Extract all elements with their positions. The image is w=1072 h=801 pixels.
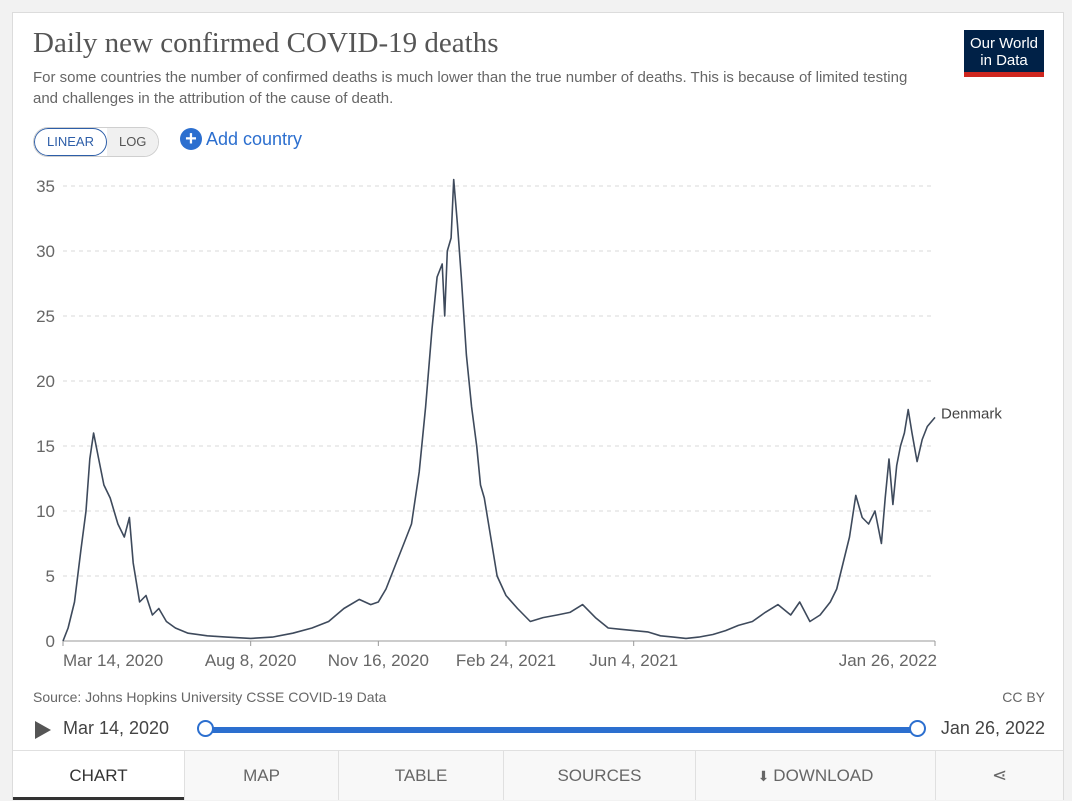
timeline: Mar 14, 2020 Jan 26, 2022 (33, 715, 1045, 745)
timeline-start-label: Mar 14, 2020 (63, 718, 170, 738)
tab-table[interactable]: TABLE (338, 751, 503, 800)
series-line (62, 178, 936, 642)
share-button[interactable]: ⋖ (935, 751, 1063, 800)
log-scale-button[interactable]: LOG (106, 128, 159, 156)
source-note[interactable]: Source: Johns Hopkins University CSSE CO… (33, 689, 387, 705)
series-label: Denmark (941, 405, 1002, 422)
tab-chart[interactable]: CHART (13, 751, 184, 800)
logo-bar (964, 72, 1044, 77)
x-tick-label: Feb 24, 2021 (456, 651, 556, 670)
download-label: DOWNLOAD (773, 766, 874, 785)
y-tick-label: 30 (36, 242, 55, 261)
play-icon[interactable] (35, 721, 51, 739)
line-chart: 0 5 10 15 20 25 30 35 Mar 14, 2020 Aug 8, 2020 Nov… (36, 177, 1002, 670)
x-tick-label: Aug 8, 2020 (205, 651, 297, 670)
add-country-label: Add country (206, 128, 303, 149)
timeline-track[interactable] (205, 727, 917, 733)
download-icon: ⬇ (757, 768, 770, 784)
y-tick-label: 5 (46, 567, 55, 586)
license-link[interactable]: CC BY (1002, 689, 1045, 705)
add-country-button[interactable]: + Add country (180, 128, 302, 150)
logo-line-2: in Data (980, 52, 1028, 69)
tab-bar: CHART MAP TABLE SOURCES ⬇ DOWNLOAD ⋖ (13, 750, 1063, 800)
y-tick-label: 20 (36, 372, 55, 391)
x-tick-label: Jan 26, 2022 (839, 651, 937, 670)
linear-scale-button[interactable]: LINEAR (34, 128, 107, 156)
y-tick-label: 10 (36, 502, 55, 521)
share-icon: ⋖ (991, 765, 1008, 785)
chart-title: Daily new confirmed COVID-19 deaths (33, 27, 499, 59)
y-tick-label: 15 (36, 437, 55, 456)
timeline-start-handle[interactable] (197, 720, 214, 737)
tab-map[interactable]: MAP (184, 751, 338, 800)
chart-card: Daily new confirmed COVID-19 deaths For … (12, 12, 1064, 800)
scale-toggle: LINEAR LOG (33, 127, 160, 157)
y-tick-label: 25 (36, 307, 55, 326)
chart-subtitle: For some countries the number of confirm… (33, 69, 908, 107)
owid-logo[interactable]: Our World in Data (964, 30, 1044, 77)
logo-line-1: Our World (969, 35, 1039, 52)
timeline-end-label: Jan 26, 2022 (940, 718, 1045, 738)
y-tick-label: 0 (46, 632, 55, 651)
x-tick-label: Nov 16, 2020 (328, 651, 429, 670)
plus-circle-icon: + (180, 128, 202, 150)
timeline-end-handle[interactable] (909, 720, 926, 737)
tab-sources[interactable]: SOURCES (503, 751, 695, 800)
y-tick-label: 35 (36, 177, 55, 196)
tab-download[interactable]: ⬇ DOWNLOAD (695, 751, 935, 800)
x-tick-label: Mar 14, 2020 (63, 651, 163, 670)
x-tick-label: Jun 4, 2021 (589, 651, 678, 670)
